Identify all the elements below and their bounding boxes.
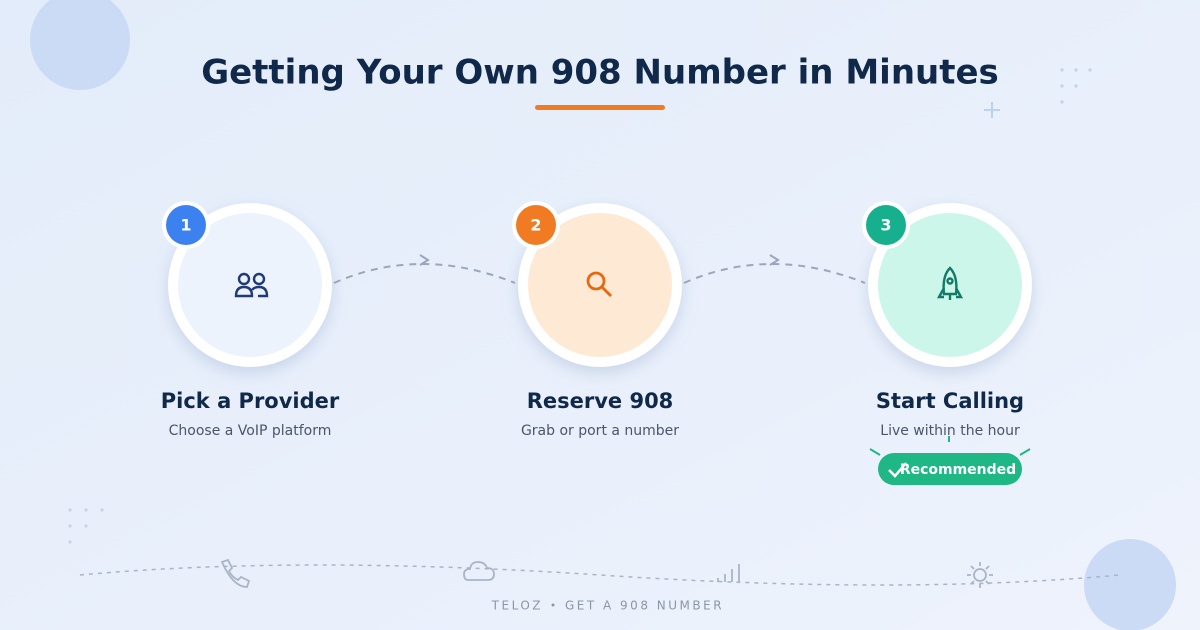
step-number: 2 [530, 216, 541, 235]
icon-search [586, 271, 612, 297]
step: 2 Reserve 908 Grab or port a number [512, 201, 682, 439]
connectors [333, 263, 866, 284]
decor-plus [984, 102, 1000, 118]
step-title: Pick a Provider [161, 389, 340, 413]
footer-icons [220, 558, 993, 588]
connector-arrows [419, 254, 780, 266]
step-subtitle: Grab or port a number [521, 423, 679, 439]
step-title: Reserve 908 [527, 389, 674, 413]
step: 1 Pick a Provider Choose a VoIP platform [161, 201, 340, 439]
step-number: 1 [180, 216, 191, 235]
decor-circle [1084, 539, 1176, 630]
title: Getting Your Own 908 Number in Minutes [201, 53, 999, 93]
step-title: Start Calling [876, 389, 1024, 413]
icon-users [234, 272, 269, 298]
badge-check [888, 462, 907, 478]
step-subtitle: Live within the hour [880, 423, 1020, 439]
step-subtitle: Choose a VoIP platform [169, 423, 332, 439]
badge [878, 453, 1022, 485]
footer-separator [551, 603, 555, 607]
title-underline [535, 105, 665, 110]
decor-dots [68, 68, 1092, 544]
footer-brand: TELOZ [491, 599, 543, 613]
footer-tagline: GET A 908 NUMBER [565, 599, 724, 613]
icon-rocket [936, 266, 964, 300]
badge-label: Recommended [900, 462, 1016, 478]
step: 3 Start Calling Live within the hour Rec… [862, 201, 1032, 485]
step-number: 3 [880, 216, 891, 235]
decor-circle [30, 0, 130, 90]
badge-sparks [869, 436, 1031, 456]
